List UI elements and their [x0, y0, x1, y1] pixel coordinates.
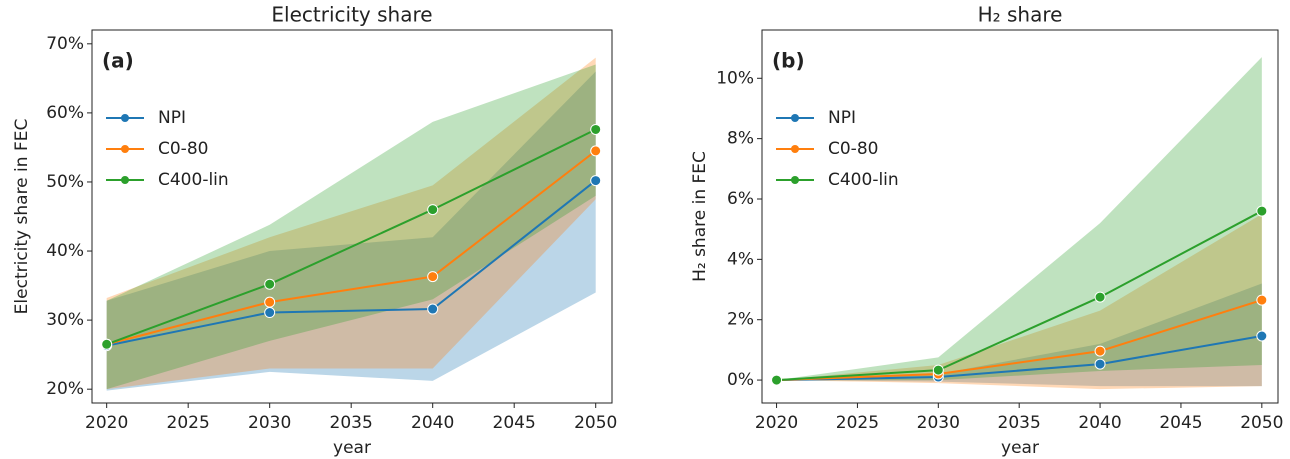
legend-label: NPI [828, 108, 856, 128]
series-line [776, 210, 1263, 382]
y-tick-label: 60% [46, 103, 84, 123]
marker [427, 271, 439, 283]
legend-label: C0-80 [828, 139, 878, 159]
legend-label: C0-80 [158, 139, 208, 159]
marker [1094, 291, 1106, 303]
marker [1256, 294, 1268, 306]
y-tick-label: 6% [727, 189, 754, 209]
marker [932, 364, 944, 376]
marker [101, 338, 113, 350]
marker [1256, 205, 1268, 217]
x-tick-label: 2045 [1159, 413, 1202, 433]
x-tick-label: 2030 [917, 413, 960, 433]
x-tick-label: 2025 [167, 413, 210, 433]
series-line [106, 179, 597, 347]
y-tick-label: 40% [46, 241, 84, 261]
y-tick-label: 70% [46, 34, 84, 54]
x-tick-label: 2020 [755, 413, 798, 433]
x-tick-label: 2035 [998, 413, 1041, 433]
y-tick-label: 20% [46, 379, 84, 399]
legend-label: NPI [158, 108, 186, 128]
band [106, 64, 596, 390]
x-tick-label: 2030 [248, 413, 291, 433]
panel-label: (b) [772, 49, 805, 73]
x-tick-label: 2040 [1078, 413, 1121, 433]
marker [1256, 330, 1268, 342]
legend-marker [121, 114, 129, 122]
marker [1094, 358, 1106, 370]
legend-marker [121, 145, 129, 153]
marker [427, 303, 439, 315]
series-line [776, 299, 1263, 382]
y-tick-label: 4% [727, 249, 754, 269]
chart-title: H₂ share [978, 3, 1063, 27]
x-tick-label: 2040 [411, 413, 454, 433]
plot-frame [761, 29, 1279, 404]
legend-marker [791, 145, 799, 153]
chart-title: Electricity share [271, 3, 432, 27]
marker [427, 204, 439, 216]
x-axis-label: year [333, 438, 371, 458]
legend-marker [791, 114, 799, 122]
y-tick-label: 50% [46, 172, 84, 192]
x-tick-label: 2035 [330, 413, 373, 433]
legend-label: C400-lin [828, 170, 899, 190]
y-tick-label: 10% [716, 68, 754, 88]
y-tick-label: 30% [46, 310, 84, 330]
marker [590, 123, 602, 135]
y-axis-label: H₂ share in FEC [690, 151, 710, 282]
marker [264, 278, 276, 290]
marker [264, 307, 276, 319]
marker [590, 175, 602, 187]
x-tick-label: 2050 [574, 413, 617, 433]
marker [771, 374, 783, 386]
marker [1094, 345, 1106, 357]
marker [264, 296, 276, 308]
plot-frame [91, 29, 613, 404]
band [776, 214, 1262, 390]
series-line [106, 128, 597, 346]
x-tick-label: 2045 [493, 413, 536, 433]
x-tick-label: 2025 [836, 413, 879, 433]
y-tick-label: 0% [727, 370, 754, 390]
series-line [776, 335, 1262, 382]
legend-label: C400-lin [158, 170, 229, 190]
y-tick-label: 8% [727, 129, 754, 149]
x-tick-label: 2050 [1240, 413, 1283, 433]
marker [590, 145, 602, 157]
legend-marker [121, 176, 129, 184]
band [776, 57, 1262, 381]
band [106, 57, 596, 390]
legend-marker [791, 176, 799, 184]
series-line [106, 150, 597, 346]
x-tick-label: 2020 [85, 413, 128, 433]
x-axis-label: year [1001, 438, 1039, 458]
panel-label: (a) [102, 49, 134, 73]
band [776, 283, 1262, 387]
y-tick-label: 2% [727, 310, 754, 330]
y-axis-label: Electricity share in FEC [12, 119, 32, 315]
band [106, 71, 596, 391]
